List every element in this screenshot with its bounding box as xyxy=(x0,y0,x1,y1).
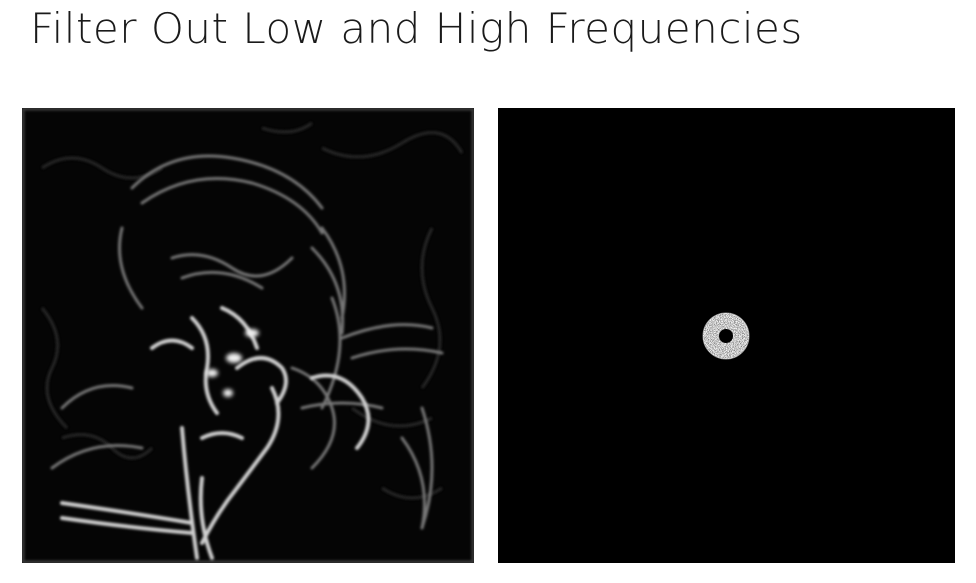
ring-mask xyxy=(702,312,750,360)
filtered-image xyxy=(22,108,474,563)
filtered-image-graphic xyxy=(22,108,474,563)
frequency-mask xyxy=(498,108,955,563)
frequency-mask-graphic xyxy=(498,108,955,563)
slide-title: Filter Out Low and High Frequencies xyxy=(30,4,803,53)
